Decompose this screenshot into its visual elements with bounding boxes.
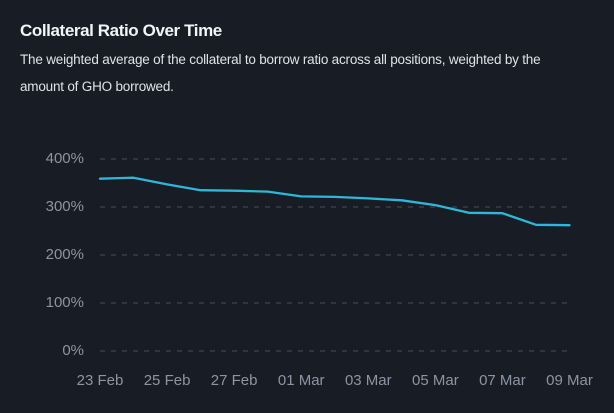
chart-subtitle-line2: amount of GHO borrowed. xyxy=(20,79,174,94)
y-tick-label: 100% xyxy=(46,294,84,311)
y-tick-label: 200% xyxy=(46,246,84,263)
x-tick-label: 03 Mar xyxy=(345,372,392,389)
y-tick-label: 400% xyxy=(46,150,84,167)
x-tick-label: 07 Mar xyxy=(479,372,526,389)
chart-subtitle: The weighted average of the collateral t… xyxy=(20,46,541,100)
x-tick-label: 23 Feb xyxy=(77,372,124,389)
y-tick-label: 0% xyxy=(62,342,84,359)
x-tick-label: 05 Mar xyxy=(412,372,459,389)
x-tick-label: 25 Feb xyxy=(144,372,191,389)
x-tick-label: 01 Mar xyxy=(278,372,325,389)
collateral-ratio-series-line[interactable] xyxy=(98,176,571,227)
chart-subtitle-line1: The weighted average of the collateral t… xyxy=(20,52,541,67)
y-tick-label: 300% xyxy=(46,198,84,215)
chart-title: Collateral Ratio Over Time xyxy=(20,21,222,40)
x-tick-label: 09 Mar xyxy=(546,372,593,389)
x-tick-label: 27 Feb xyxy=(211,372,258,389)
